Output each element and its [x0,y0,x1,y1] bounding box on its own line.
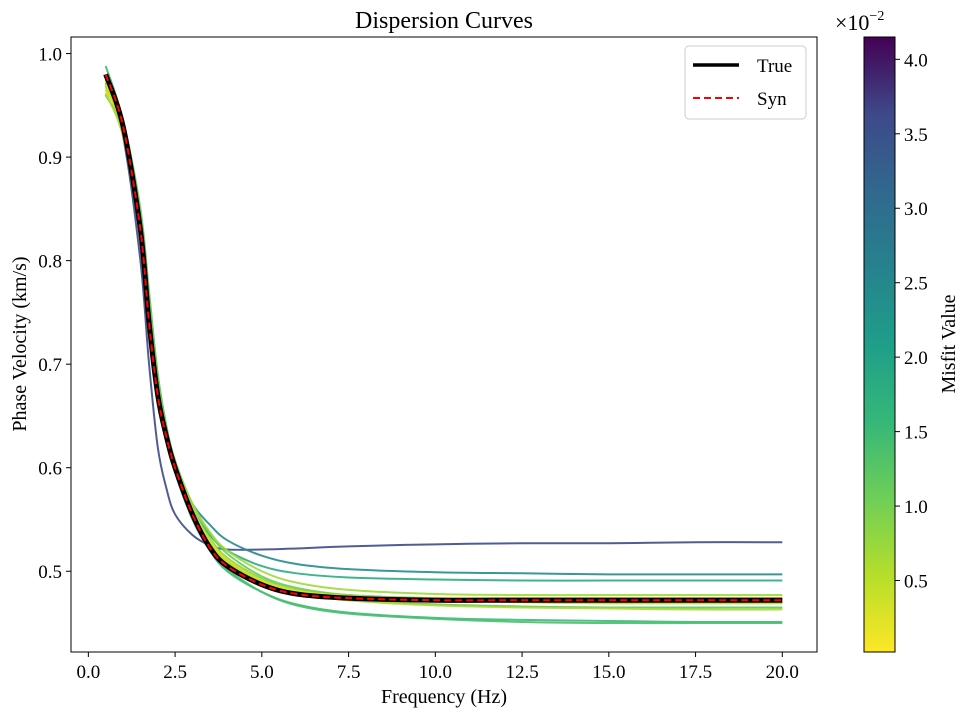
chart-title: Dispersion Curves [355,8,533,34]
colorbar-tick-label: 2.5 [904,274,928,295]
colorbar-tick-label: 1.5 [904,423,928,444]
ensemble-curve-0 [104,84,783,551]
x-tick-label: 7.5 [337,662,361,683]
colorbar-tick-label: 3.5 [904,125,928,146]
y-tick-label: 0.5 [38,562,62,583]
x-tick-label: 5.0 [250,662,274,683]
colorbar-tick-label: 2.0 [904,348,928,369]
main-series [103,73,783,603]
legend: True Syn [684,45,807,120]
colorbar-offset-exponent: −2 [869,9,884,24]
y-axis-label: Phase Velocity (km/s) [9,256,31,431]
y-tick-label: 0.9 [38,148,62,169]
ensemble-curve-1 [104,79,783,576]
x-tick-label: 2.5 [163,662,187,683]
y-tick-label: 1.0 [38,45,62,66]
colorbar-tick-label: 1.0 [904,497,928,518]
x-tick-label: 17.5 [679,662,712,683]
ensemble-curve-2 [104,82,783,582]
ensemble-curve-9 [104,86,783,597]
legend-syn-label: Syn [757,89,787,110]
y-tick-label: 0.6 [38,459,62,480]
x-tick-label: 10.0 [419,662,452,683]
colorbar-tick-label: 3.0 [904,199,928,220]
x-tick-label: 12.5 [505,662,538,683]
ensemble-curve-13 [104,89,783,602]
colorbar-label: Misfit Value [938,294,960,393]
x-tick-label: 20.0 [766,662,799,683]
y-axis-ticks: 0.5 0.6 0.7 0.8 0.9 1.0 [38,45,71,583]
ensemble-curve-6 [104,89,783,604]
legend-true-label: True [757,56,792,77]
colorbar-gradient [863,36,896,653]
colorbar-tick-label: 0.5 [904,572,928,593]
x-axis-label: Frequency (Hz) [381,686,507,708]
y-tick-label: 0.7 [38,355,62,376]
plot-frame [70,36,818,653]
colorbar: 0.5 1.0 1.5 2.0 2.5 3.0 3.5 4.0 Misfit Value ×1… [835,9,960,653]
colorbar-offset-base: ×10 [835,10,869,35]
ensemble-curve-11 [104,79,783,605]
colorbar-tick-label: 4.0 [904,50,928,71]
x-tick-label: 0.0 [76,662,100,683]
y-tick-label: 0.8 [38,252,62,273]
colorbar-offset-text: ×10−2 [835,9,884,35]
x-tick-label: 15.0 [592,662,625,683]
ensemble-curve-8 [104,73,783,600]
series-syn-line [104,73,783,602]
x-axis-ticks: 0.0 2.5 5.0 7.5 10.0 12.5 15.0 17.5 20.0 [76,652,799,683]
colorbar-ticks: 0.5 1.0 1.5 2.0 2.5 3.0 3.5 4.0 [895,50,928,593]
